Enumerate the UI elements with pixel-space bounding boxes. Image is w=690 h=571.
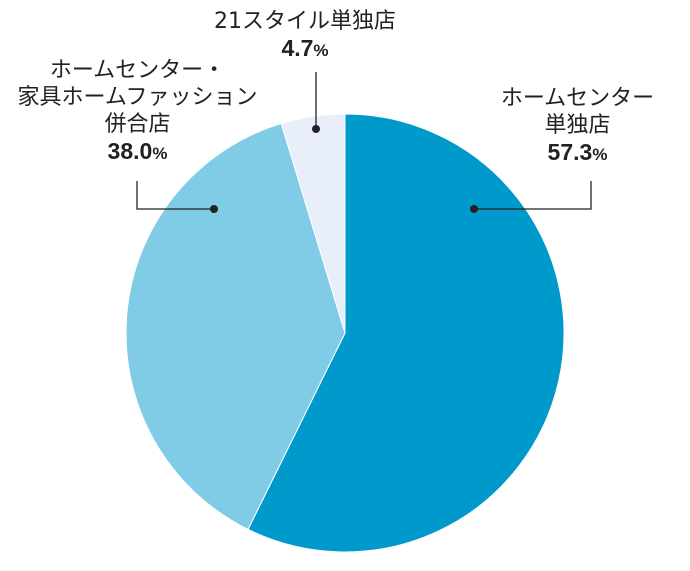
percent-sign: % [313,41,329,60]
slice-label-line: 単独店 [544,113,611,138]
slice-percent: 4.7% [175,35,435,64]
leader-dot [470,205,478,213]
slice-label-home-center-standalone: ホームセンター 単独店 57.3% [470,85,685,168]
percent-sign: % [592,145,608,164]
slice-label-line: 併合店 [104,112,171,137]
leader-lines [136,72,592,213]
leader-dot [312,125,320,133]
pie-slices [125,113,565,553]
slice-value: 38.0 [107,138,153,164]
leader-dot [210,205,218,213]
leader-line [136,181,214,210]
slice-label-line: ホームセンター [500,86,655,111]
slice-label-21style-standalone: 21スタイル単独店 4.7% [175,8,435,64]
leader-line [474,181,592,210]
slice-label-home-center-furniture-combined: ホームセンター・ 家具ホームファッション 併合店 38.0% [0,57,275,167]
slice-label-line: 家具ホームファッション [17,85,258,110]
slice-home-center-furniture-combined [125,122,346,531]
slice-label-line: 21スタイル単独店 [214,9,396,34]
slice-percent: 38.0% [0,138,275,167]
slice-percent: 57.3% [470,139,685,168]
percent-sign: % [152,144,168,163]
slice-value: 57.3 [547,139,593,165]
slice-home-center-standalone [247,113,565,553]
slice-value: 4.7 [281,35,314,61]
slice-21style-standalone [280,113,346,334]
slice-label-line: ホームセンター・ [49,58,226,83]
